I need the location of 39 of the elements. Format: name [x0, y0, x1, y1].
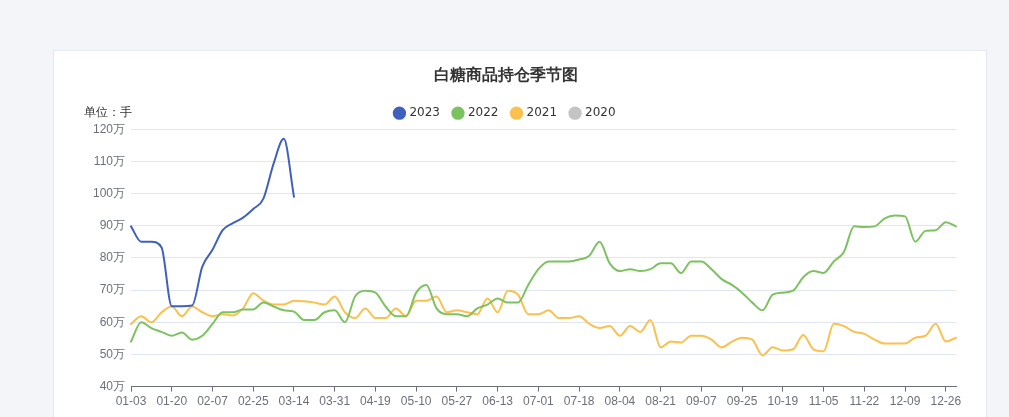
x-tick-label: 12-09	[889, 394, 921, 409]
x-tick-label: 11-05	[808, 394, 839, 409]
x-tick-label: 07-01	[523, 394, 555, 409]
x-tick-label: 09-07	[686, 394, 718, 409]
x-tick-label: 03-14	[278, 394, 310, 409]
y-tick-label: 100万	[92, 185, 125, 200]
x-tick-label: 02-07	[197, 394, 229, 409]
y-tick-label: 50万	[99, 346, 125, 361]
x-tick-label: 01-03	[115, 394, 147, 409]
x-tick-label: 05-10	[400, 394, 432, 409]
y-tick-label: 70万	[99, 282, 125, 297]
chart-title: 白糖商品持仓季节图	[433, 64, 578, 84]
y-tick-label: 60万	[99, 314, 125, 329]
y-tick-label: 40万	[99, 378, 125, 393]
x-tick-label: 01-20	[156, 394, 188, 409]
x-tick-label: 08-04	[604, 394, 636, 409]
x-tick-label: 07-18	[563, 394, 595, 409]
legend-label: 2021	[526, 105, 558, 120]
y-tick-label: 120万	[92, 121, 125, 136]
x-tick-label: 04-19	[360, 394, 392, 409]
x-tick-label: 12-26	[930, 394, 962, 409]
y-tick-label: 80万	[99, 250, 125, 265]
x-tick-label: 10-19	[767, 394, 799, 409]
legend-label: 2020	[585, 105, 616, 120]
x-tick-label: 09-25	[726, 394, 758, 409]
x-tick-label: 08-21	[645, 394, 677, 409]
line-series	[130, 214, 957, 343]
legend-label: 2023	[409, 105, 440, 120]
x-tick-label: 06-13	[482, 394, 514, 409]
x-tick-label: 11-22	[849, 394, 880, 409]
line-series	[130, 137, 295, 308]
x-tick-label: 03-31	[319, 394, 351, 409]
x-tick-label: 05-27	[441, 394, 473, 409]
legend-label: 2022	[467, 105, 499, 120]
y-axis-title: 单位：手	[84, 105, 132, 120]
x-tick-label: 02-25	[237, 394, 269, 409]
y-tick-label: 90万	[99, 218, 125, 233]
y-tick-label: 110万	[93, 153, 125, 168]
line-series	[130, 289, 957, 357]
